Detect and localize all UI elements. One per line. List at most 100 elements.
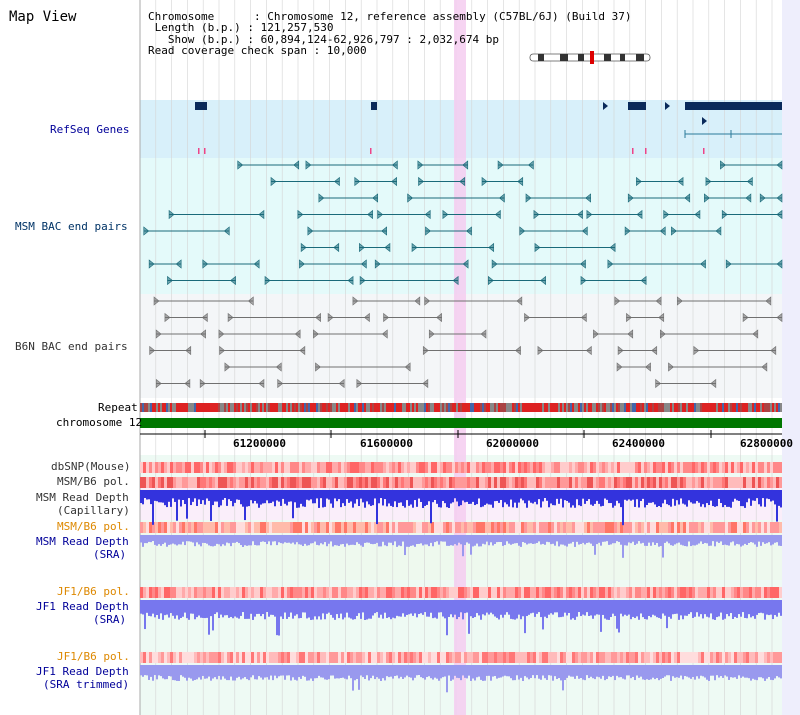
- repeat-bin: [158, 403, 160, 412]
- jf1-pol2-bin: [707, 652, 710, 663]
- jf1-pol2-bin: [422, 652, 425, 663]
- jf1-sra-depth: [378, 600, 380, 618]
- msm-sra-depth: [530, 535, 532, 544]
- msm-capillary-depth: [776, 490, 778, 522]
- jf1-pol2-bin: [482, 652, 485, 663]
- msm-capillary-depth: [528, 490, 530, 501]
- jf1-pol-bin: [269, 587, 272, 598]
- jf1-sra-depth: [420, 600, 422, 614]
- dbsnp-bin: [725, 462, 728, 473]
- track-label-msm-depth-sra: MSM Read Depth: [36, 535, 129, 548]
- msm-capillary-depth: [716, 490, 718, 507]
- repeat-bin: [280, 403, 282, 412]
- track-label-msm-bac[interactable]: MSM BAC end pairs: [15, 220, 128, 233]
- dbsnp-bin: [557, 462, 560, 473]
- dbsnp-bin: [473, 462, 476, 473]
- jf1-trim-depth: [508, 665, 510, 677]
- repeat-bin: [542, 403, 544, 412]
- jf1-pol-bin: [317, 587, 320, 598]
- repeat-bin: [646, 403, 648, 412]
- msm-pol-bin: [761, 477, 764, 488]
- repeat-bin: [366, 403, 368, 412]
- jf1-sra-depth: [762, 600, 764, 614]
- msm-capillary-depth: [228, 490, 230, 500]
- msm-bac-pair-end: [585, 193, 591, 203]
- jf1-sra-depth: [322, 600, 324, 614]
- jf1-pol2-bin: [542, 652, 545, 663]
- jf1-trim-depth: [644, 665, 646, 680]
- dbsnp-bin: [347, 462, 350, 473]
- repeat-bin: [710, 403, 712, 412]
- dbsnp-bin: [551, 462, 554, 473]
- msm-capillary-depth: [192, 490, 194, 502]
- jf1-trim-depth: [318, 665, 320, 676]
- repeat-bin: [192, 403, 194, 412]
- msm-pol-bin: [647, 477, 650, 488]
- msm-sra-depth: [144, 535, 146, 544]
- msm-pol-bin: [332, 477, 335, 488]
- msm-capillary-depth: [530, 490, 532, 503]
- track-label-b6n-bac[interactable]: B6N BAC end pairs: [15, 340, 128, 353]
- jf1-sra-depth: [656, 600, 658, 618]
- jf1-pol2-bin: [275, 652, 278, 663]
- msm-bac-pair-end: [776, 259, 783, 269]
- jf1-pol-bin: [566, 587, 569, 598]
- jf1-pol2-bin: [158, 652, 161, 663]
- dbsnp-bin: [614, 462, 617, 473]
- jf1-sra-depth: [412, 600, 414, 616]
- jf1-pol-bin: [569, 587, 572, 598]
- msm-bac-pair-end: [497, 160, 504, 170]
- jf1-trim-depth: [776, 665, 778, 677]
- repeat-bin: [272, 403, 274, 412]
- jf1-pol2-bin: [500, 652, 503, 663]
- msm-sra-depth: [574, 535, 576, 547]
- jf1-pol2-bin: [452, 652, 455, 663]
- jf1-trim-depth: [232, 665, 234, 681]
- jf1-trim-depth: [286, 665, 288, 676]
- msm-pol-bin: [473, 477, 476, 488]
- track-label-refseq[interactable]: RefSeq Genes: [50, 123, 130, 136]
- dbsnp-bin: [650, 462, 653, 473]
- repeat-bin: [546, 403, 548, 412]
- msm-sra-depth: [602, 535, 604, 542]
- jf1-trim-depth: [510, 665, 512, 679]
- msm-pol2-bin: [353, 522, 356, 533]
- repeat-bin: [202, 403, 204, 412]
- jf1-sra-depth: [164, 600, 166, 616]
- jf1-pol2-bin: [413, 652, 416, 663]
- msm-pol-bin: [593, 477, 596, 488]
- jf1-pol2-bin: [605, 652, 608, 663]
- repeat-bin: [728, 403, 730, 412]
- jf1-pol2-bin: [407, 652, 410, 663]
- jf1-trim-depth: [364, 665, 366, 679]
- jf1-pol2-bin: [614, 652, 617, 663]
- repeat-bin: [162, 403, 164, 412]
- msm-pol-bin: [323, 477, 326, 488]
- msm-capillary-depth: [584, 490, 586, 504]
- jf1-pol-bin: [308, 587, 311, 598]
- msm-capillary-depth: [472, 490, 474, 502]
- jf1-sra-depth: [672, 600, 674, 615]
- dbsnp-bin: [521, 462, 524, 473]
- jf1-trim-depth: [352, 665, 354, 691]
- jf1-pol-bin: [296, 587, 299, 598]
- msm-pol2-bin: [575, 522, 578, 533]
- msm-sra-depth: [660, 535, 662, 546]
- jf1-sra-depth: [340, 600, 342, 614]
- jf1-sra-depth: [140, 600, 142, 614]
- b6n-bac-pair-end: [184, 378, 191, 389]
- jf1-pol-bin: [644, 587, 647, 598]
- repeat-bin: [428, 403, 430, 412]
- msm-pol-bin: [680, 477, 683, 488]
- msm-pol-bin: [287, 477, 290, 488]
- b6n-bac-pair-end: [614, 296, 621, 306]
- msm-pol-bin: [398, 477, 401, 488]
- msm-capillary-depth: [338, 490, 340, 500]
- jf1-trim-depth: [496, 665, 498, 679]
- jf1-trim-depth: [526, 665, 528, 678]
- jf1-pol-bin: [278, 587, 281, 598]
- jf1-pol2-bin: [197, 652, 200, 663]
- msm-pol-bin: [311, 477, 314, 488]
- msm-bac-pair-end: [425, 226, 431, 236]
